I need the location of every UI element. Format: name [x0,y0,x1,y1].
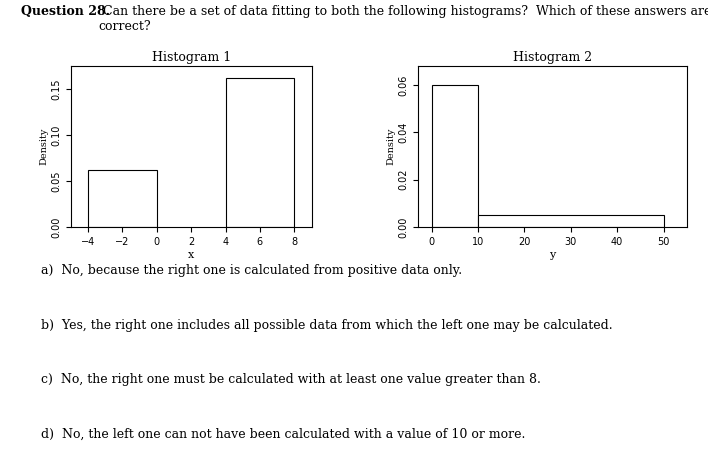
Text: d)  No, the left one can not have been calculated with a value of 10 or more.: d) No, the left one can not have been ca… [41,428,526,440]
Bar [88,170,156,227]
Text: Question 28.: Question 28. [21,5,110,18]
Text: Can there be a set of data fitting to both the following histograms?  Which of t: Can there be a set of data fitting to bo… [98,5,708,33]
X-axis label: y: y [549,250,555,260]
Text: c)  No, the right one must be calculated with at least one value greater than 8.: c) No, the right one must be calculated … [41,373,542,386]
Title: Histogram 2: Histogram 2 [513,51,592,64]
Title: Histogram 1: Histogram 1 [152,51,231,64]
Y-axis label: Density: Density [387,128,395,166]
Bar [478,215,663,227]
Bar [432,85,478,227]
Text: b)  Yes, the right one includes all possible data from which the left one may be: b) Yes, the right one includes all possi… [41,319,613,332]
Y-axis label: Density: Density [40,128,48,166]
Bar [226,78,295,227]
Text: a)  No, because the right one is calculated from positive data only.: a) No, because the right one is calculat… [41,264,462,277]
X-axis label: x: x [188,250,194,260]
